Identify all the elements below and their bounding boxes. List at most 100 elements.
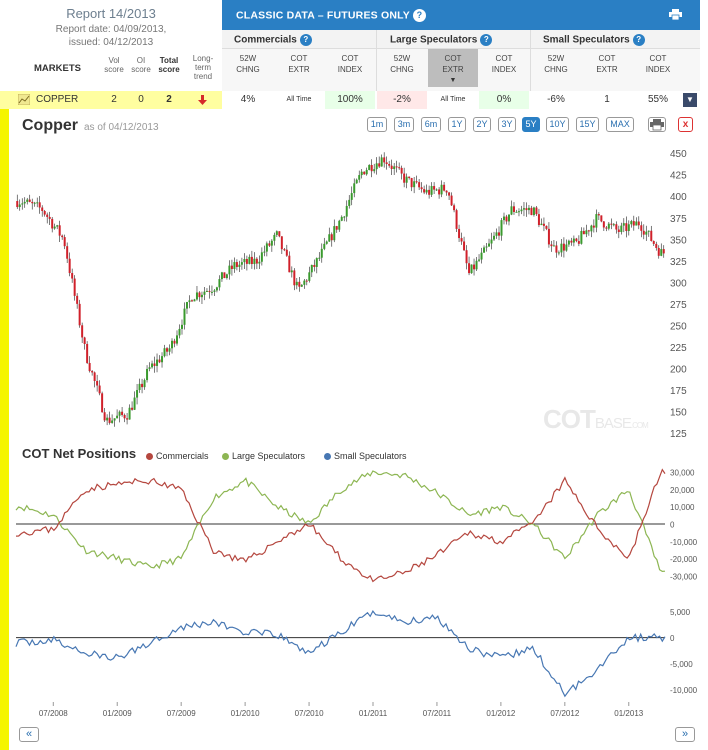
range-button-15y[interactable]: 15Y	[576, 117, 599, 132]
candle-body	[433, 186, 436, 190]
candle-body	[640, 225, 643, 231]
candle-body	[275, 231, 278, 235]
candle-body	[408, 176, 411, 179]
candle-body	[333, 226, 336, 241]
market-name[interactable]: COPPER	[36, 94, 79, 105]
range-button-6m[interactable]: 6m	[421, 117, 441, 132]
candle-body	[268, 243, 271, 246]
candle-body	[495, 232, 498, 236]
row-menu-button[interactable]: ▼	[683, 93, 697, 107]
range-button-2y[interactable]: 2Y	[473, 117, 491, 132]
candle-body	[423, 189, 426, 193]
candle-body	[86, 343, 89, 363]
help-icon[interactable]: ?	[412, 9, 426, 22]
candle-body	[350, 193, 353, 200]
candle-body	[180, 324, 183, 329]
candle-body	[498, 232, 501, 236]
price-axis-tick-label: 275	[670, 300, 687, 311]
chart-icon[interactable]	[18, 94, 30, 105]
candle-body	[522, 208, 525, 210]
price-axis-tick-label: 350	[670, 235, 687, 246]
col-ls-cot-index[interactable]: COT INDEX	[491, 54, 517, 74]
help-icon[interactable]: ?	[480, 34, 493, 46]
nav-prev-button[interactable]: «	[19, 727, 39, 742]
candle-body	[353, 183, 356, 194]
candle-body	[260, 252, 263, 262]
col-ss-cot-extr[interactable]: COT EXTR	[596, 54, 618, 74]
range-button-5y[interactable]: 5Y	[522, 117, 540, 132]
cot-axis-tick-label: -20,000	[670, 555, 698, 564]
print-icon[interactable]	[669, 9, 682, 20]
candle-body	[245, 258, 248, 264]
help-icon[interactable]: ?	[632, 34, 645, 46]
candle-body	[438, 189, 441, 195]
candle-body	[18, 204, 21, 208]
col-ss-cot-index[interactable]: COT INDEX	[645, 54, 671, 74]
table-row[interactable]: COPPER 2 0 2 4% All Time 100% -2% All Ti…	[0, 91, 700, 109]
candle-body	[597, 214, 600, 216]
col-ss-52w-chng[interactable]: 52W CHNG	[544, 54, 568, 74]
range-button-1y[interactable]: 1Y	[448, 117, 466, 132]
price-axis-tick-label: 200	[670, 365, 687, 376]
candle-body	[51, 218, 54, 229]
cot-axis-tick-label: -10,000	[670, 686, 698, 695]
candle-body	[71, 273, 74, 279]
cot-axis-tick-label: 20,000	[670, 486, 695, 495]
candle-body	[223, 272, 226, 279]
candle-body	[328, 234, 331, 242]
candle-body	[56, 225, 59, 227]
series-line-large-speculators	[15, 470, 666, 573]
candle-body	[500, 220, 503, 236]
legend-small-speculators[interactable]: Small Speculators	[324, 451, 407, 461]
candle-body	[415, 181, 418, 183]
candle-body	[582, 230, 585, 235]
arrow-down-icon	[198, 95, 207, 105]
candle-body	[138, 383, 141, 390]
candle-body	[450, 195, 453, 206]
candle-body	[158, 359, 161, 363]
candle-body	[163, 348, 166, 357]
table-title: CLASSIC DATA – FUTURES ONLY ?	[236, 9, 426, 22]
candle-body	[510, 206, 513, 215]
candle-body	[123, 414, 126, 419]
candle-body	[527, 207, 530, 211]
range-button-max[interactable]: MAX	[606, 117, 634, 132]
cot-axis-tick-label: 30,000	[670, 469, 695, 478]
candle-body	[507, 214, 510, 222]
legend-commercials[interactable]: Commercials	[146, 451, 209, 461]
chart-close-button[interactable]: x	[678, 117, 693, 132]
candle-body	[480, 252, 483, 260]
candle-body	[48, 216, 51, 219]
col-comm-cot-index[interactable]: COT INDEX	[337, 54, 363, 74]
col-ls-52w-chng[interactable]: 52W CHNG	[390, 54, 414, 74]
report-info: Report 14/2013 Report date: 04/09/2013, …	[0, 0, 222, 91]
range-button-3m[interactable]: 3m	[394, 117, 414, 132]
candle-body	[323, 243, 326, 249]
candle-body	[440, 184, 443, 195]
candle-body	[602, 221, 605, 228]
help-icon[interactable]: ?	[299, 34, 312, 46]
candle-body	[248, 256, 251, 264]
legend-large-speculators[interactable]: Large Speculators	[222, 451, 305, 461]
candle-body	[530, 207, 533, 216]
col-ls-cot-extr[interactable]: COT EXTR ▼	[428, 49, 478, 87]
candle-body	[650, 230, 653, 241]
candle-body	[393, 166, 396, 170]
col-comm-52w-chng[interactable]: 52W CHNG	[236, 54, 260, 74]
candle-body	[390, 165, 393, 170]
oi-score-header: OI score	[131, 56, 151, 74]
range-button-10y[interactable]: 10Y	[546, 117, 569, 132]
chart-print-button[interactable]	[648, 117, 666, 132]
report-date: Report date: 04/09/2013,	[55, 24, 167, 35]
candle-body	[345, 205, 348, 217]
candle-body	[325, 241, 328, 244]
report-issued: issued: 04/12/2013	[68, 37, 154, 48]
nav-next-button[interactable]: »	[675, 727, 695, 742]
divider	[376, 30, 377, 91]
range-button-3y[interactable]: 3Y	[498, 117, 516, 132]
x-axis-tick-label: 07/2009	[167, 709, 196, 718]
candle-body	[213, 290, 216, 292]
range-button-1m[interactable]: 1m	[367, 117, 387, 132]
col-comm-cot-extr[interactable]: COT EXTR	[288, 54, 310, 74]
